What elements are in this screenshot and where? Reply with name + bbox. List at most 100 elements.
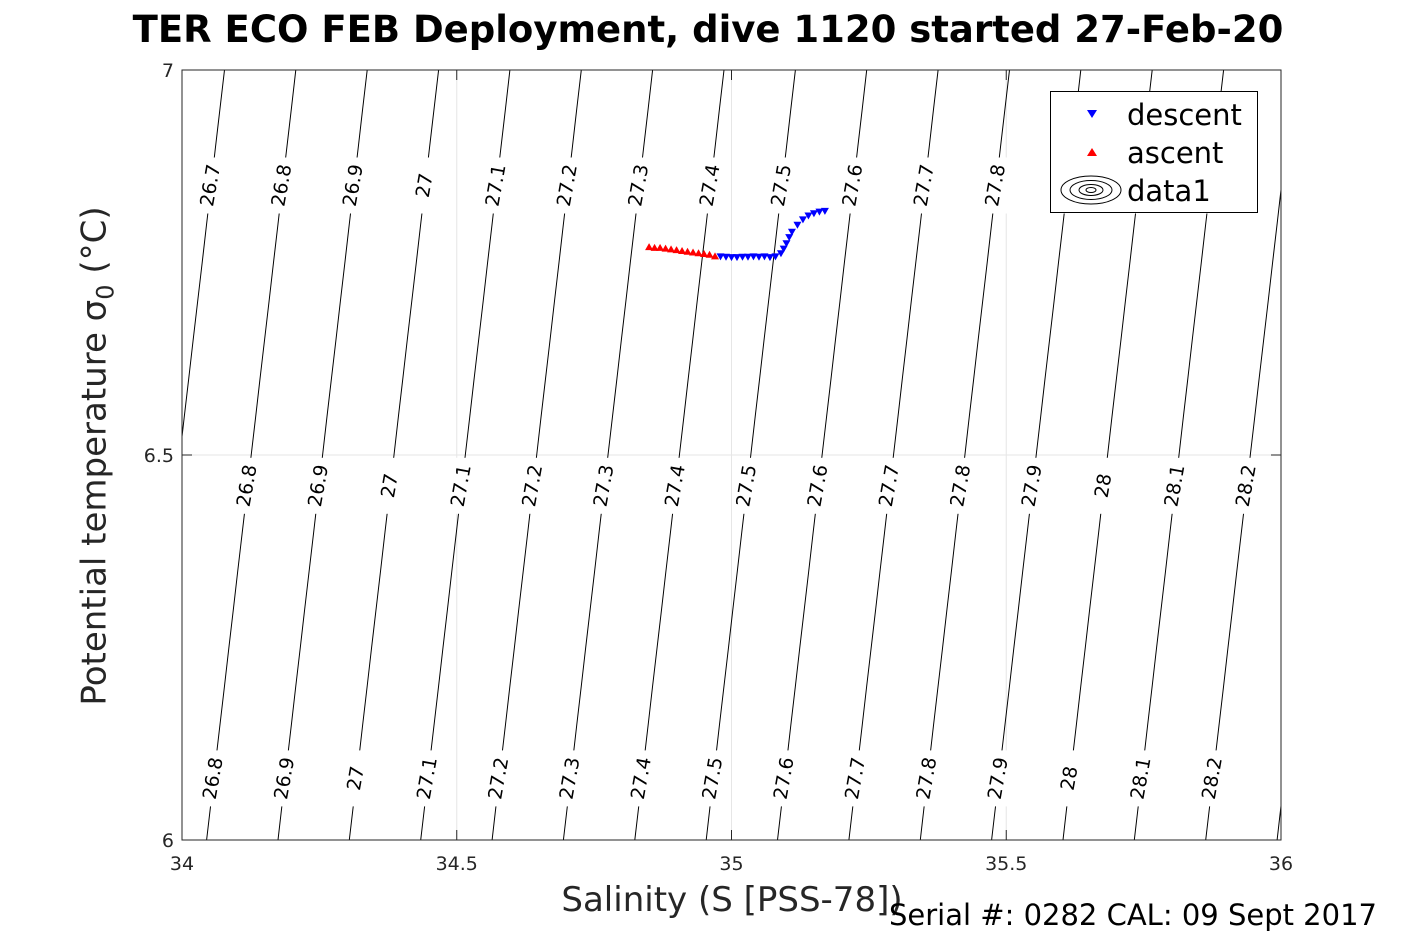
contour-label-bg [736, 457, 759, 514]
contour-label-bg [308, 457, 331, 514]
x-tick-label: 34 [170, 853, 194, 875]
ascent-marker [667, 245, 676, 253]
contour-label-bg [522, 457, 545, 514]
y-tick-label: 7 [162, 60, 174, 82]
descent-marker [776, 250, 785, 258]
legend-item-descent: descent [1051, 96, 1257, 132]
ascent-marker [689, 248, 698, 256]
x-tick-label: 35 [719, 853, 743, 875]
y-axis-label: Potential temperature σ0 (°C) [75, 206, 120, 705]
y-axis-label-text: Potential temperature σ [74, 299, 115, 706]
legend-label-data1: data1 [1127, 174, 1211, 208]
contour-line-28-2 [1205, 185, 1281, 840]
contour-label-bg [342, 157, 365, 214]
contour-label: 27 [412, 172, 438, 200]
contour-label-bg [450, 457, 473, 514]
contour-label-bg [1093, 457, 1116, 514]
contour-label-bg [274, 750, 297, 807]
contour-label-bg [379, 457, 402, 514]
contour-label-bg [664, 457, 687, 514]
legend-label-descent: descent [1127, 98, 1242, 132]
contour-icon [1060, 175, 1122, 205]
serial-cal-footer: Serial #: 0282 CAL: 09 Sept 2017 [889, 898, 1377, 932]
contour-label-bg [916, 750, 939, 807]
descent-marker [765, 254, 774, 262]
y-tick-label: 6.5 [144, 445, 174, 467]
contour-label-bg [773, 750, 796, 807]
descent-marker [716, 253, 725, 261]
ascent-marker [678, 246, 687, 254]
contour-label-bg [845, 750, 868, 807]
descent-marker [771, 253, 780, 261]
contour-label-bg [987, 750, 1010, 807]
ascent-marker [650, 243, 659, 251]
ascent-marker [672, 246, 681, 254]
contour-label-bg [593, 457, 616, 514]
legend: descent ascent data1 [1050, 91, 1258, 213]
contour-label-bg [1201, 750, 1224, 807]
descent-marker [809, 210, 818, 218]
contour-label: 27 [377, 472, 403, 500]
descent-marker [727, 254, 736, 262]
contour-label-bg [699, 157, 722, 214]
descent-marker [804, 212, 813, 220]
x-tick-label: 35.5 [985, 853, 1027, 875]
contour-label-bg [559, 750, 582, 807]
descent-marker [793, 221, 802, 229]
contour-label: 27 [343, 764, 369, 792]
contour-label-bg [556, 157, 579, 214]
contour-label-bg [1164, 457, 1187, 514]
descent-marker [738, 253, 747, 261]
legend-item-data1: data1 [1051, 172, 1257, 208]
descent-marker [785, 234, 794, 242]
ascent-marker [694, 249, 703, 257]
ascent-marker [656, 243, 665, 251]
contour-label-bg [842, 157, 865, 214]
triangle-up-icon [1087, 148, 1097, 156]
legend-label-ascent: ascent [1127, 136, 1224, 170]
legend-item-ascent: ascent [1051, 134, 1257, 170]
legend-marker-ascent [1087, 148, 1097, 156]
contour-label-bg [1059, 750, 1082, 807]
contour-line-28-3 [1276, 801, 1281, 840]
data-group [645, 207, 829, 262]
contour-label-bg [985, 157, 1008, 214]
ascent-marker [645, 243, 654, 251]
legend-marker-descent [1087, 110, 1097, 118]
descent-marker [754, 253, 763, 261]
contour-label-bg [913, 157, 936, 214]
descent-marker [760, 253, 769, 261]
descent-marker [779, 245, 788, 253]
descent-marker [820, 207, 829, 215]
descent-marker [722, 253, 731, 261]
ascent-marker [661, 244, 670, 252]
descent-marker [798, 216, 807, 224]
contour-label-bg [1235, 457, 1258, 514]
contour-label-bg [702, 750, 725, 807]
contour-label: 28 [1091, 472, 1117, 500]
x-tick-label: 36 [1269, 853, 1293, 875]
contour-label-bg [1130, 750, 1153, 807]
contour-label: 28 [1057, 764, 1083, 792]
contour-label-bg [770, 157, 793, 214]
contour-label-bg [414, 157, 437, 214]
y-axis-label-unit: (°C) [74, 206, 115, 285]
contour-label-bg [416, 750, 439, 807]
ascent-marker [683, 247, 692, 255]
descent-marker [782, 240, 791, 248]
x-axis-label: Salinity (S [PSS-78]) [561, 880, 903, 920]
contour-label-bg [236, 457, 259, 514]
ascent-marker [705, 250, 714, 258]
contour-label-bg [485, 157, 508, 214]
chart-title: TER ECO FEB Deployment, dive 1120 starte… [132, 8, 1284, 51]
contour-label-bg [200, 157, 223, 214]
contour-label-bg [628, 157, 651, 214]
contour-label-bg [345, 750, 368, 807]
contour-label-bg [630, 750, 653, 807]
contour-label-bg [202, 750, 225, 807]
x-tick-label: 34.5 [436, 853, 478, 875]
triangle-down-icon [1087, 110, 1097, 118]
ascent-marker [700, 250, 709, 258]
descent-marker [749, 253, 758, 261]
